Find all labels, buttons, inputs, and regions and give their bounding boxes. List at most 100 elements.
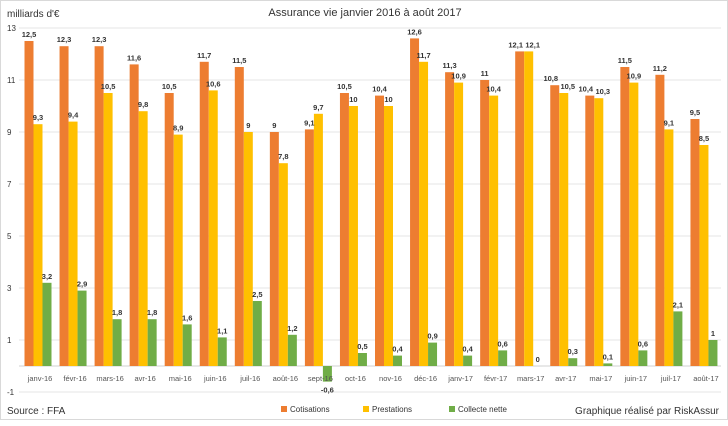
bar-cotisations (410, 38, 419, 366)
data-label: 0,6 (638, 339, 648, 348)
data-label: 8,9 (173, 124, 183, 133)
x-tick-label: sept-16 (308, 374, 333, 383)
x-tick-label: janv-17 (447, 374, 473, 383)
data-label: 9,5 (690, 108, 700, 117)
data-label: 9 (272, 121, 276, 130)
data-label: 7,8 (278, 152, 288, 161)
x-tick-label: juin-16 (203, 374, 227, 383)
x-tick-label: juil-17 (660, 374, 681, 383)
data-label: 0,4 (462, 345, 473, 354)
bar-collecte-nette (43, 283, 52, 366)
bar-prestations (559, 93, 568, 366)
data-label: 12,3 (92, 35, 107, 44)
bar-prestations (174, 135, 183, 366)
x-tick-label: juil-16 (239, 374, 260, 383)
bar-prestations (34, 124, 43, 366)
bar-prestations (349, 106, 358, 366)
legend-swatch (449, 406, 455, 412)
data-label: 12,1 (525, 40, 540, 49)
bar-collecte-nette (183, 324, 192, 366)
x-tick-label: mai-16 (169, 374, 192, 383)
bar-prestations (69, 122, 78, 366)
y-tick-label: 13 (7, 24, 16, 33)
bar-collecte-nette (568, 358, 577, 366)
data-label: 9,3 (33, 113, 43, 122)
bar-collecte-nette (358, 353, 367, 366)
bar-prestations (244, 132, 253, 366)
data-label: 10,9 (627, 72, 642, 81)
legend-entry: Collecte nette (458, 405, 507, 414)
data-label: 1,2 (287, 324, 297, 333)
data-label: 10,5 (337, 82, 352, 91)
bar-cotisations (585, 96, 594, 366)
data-label: 12,3 (57, 35, 72, 44)
bar-cotisations (340, 93, 349, 366)
data-label: 0,5 (357, 342, 367, 351)
bar-cotisations (270, 132, 279, 366)
x-tick-label: août-16 (273, 374, 298, 383)
data-label: 9,1 (664, 118, 674, 127)
data-label: 12,5 (22, 30, 37, 39)
data-label: 9,4 (68, 111, 79, 120)
bar-collecte-nette (638, 350, 647, 366)
bar-cotisations (200, 62, 209, 366)
bar-prestations (629, 83, 638, 366)
x-tick-label: mars-17 (517, 374, 545, 383)
bar-collecte-nette (603, 363, 612, 366)
data-label: 10,8 (543, 74, 558, 83)
data-label: 10,6 (206, 79, 221, 88)
bar-cotisations (235, 67, 244, 366)
data-label: 8,5 (699, 134, 709, 143)
bar-prestations (384, 106, 393, 366)
bar-prestations (489, 96, 498, 366)
data-label: 9 (246, 121, 250, 130)
data-label: 10,5 (162, 82, 177, 91)
y-tick-label: -1 (7, 388, 15, 397)
data-label: 10,5 (560, 82, 575, 91)
data-label: -0,6 (321, 386, 334, 395)
data-label: 0,4 (392, 345, 403, 354)
x-tick-label: nov-16 (379, 374, 402, 383)
data-label: 9,1 (304, 118, 314, 127)
y-tick-label: 3 (7, 284, 12, 293)
legend-entry: Prestations (372, 405, 412, 414)
bar-cotisations (620, 67, 629, 366)
x-tick-label: avr-17 (555, 374, 576, 383)
data-label: 3,2 (42, 272, 52, 281)
data-label: 0,1 (603, 352, 613, 361)
data-label: 0,3 (568, 347, 578, 356)
data-label: 10 (349, 95, 357, 104)
x-tick-label: déc-16 (414, 374, 437, 383)
data-label: 0,6 (497, 339, 507, 348)
bar-collecte-nette (218, 337, 227, 366)
bar-prestations (419, 62, 428, 366)
bar-prestations (524, 51, 533, 366)
x-tick-label: oct-16 (345, 374, 366, 383)
chart-title: Assurance vie janvier 2016 à août 2017 (268, 7, 461, 19)
bar-cotisations (480, 80, 489, 366)
x-tick-label: juin-17 (624, 374, 648, 383)
bar-prestations (699, 145, 708, 366)
data-label: 11,5 (618, 56, 632, 65)
bar-cotisations (165, 93, 174, 366)
data-label: 1,8 (147, 308, 157, 317)
data-label: 11,3 (443, 61, 457, 70)
data-label: 12,1 (508, 40, 523, 49)
data-label: 2,5 (252, 290, 262, 299)
x-tick-label: févr-16 (63, 374, 86, 383)
bar-collecte-nette (148, 319, 157, 366)
bar-cotisations (60, 46, 69, 366)
bar-collecte-nette (393, 356, 402, 366)
bar-collecte-nette (253, 301, 262, 366)
legend-entry: Cotisations (290, 405, 330, 414)
y-axis-label: milliards d'€ (7, 9, 60, 20)
x-tick-label: avr-16 (135, 374, 156, 383)
bar-collecte-nette (113, 319, 122, 366)
bar-prestations (594, 98, 603, 366)
bar-collecte-nette (498, 350, 507, 366)
bar-cotisations (130, 64, 139, 366)
y-tick-label: 1 (7, 336, 12, 345)
x-tick-label: août-17 (693, 374, 718, 383)
data-label: 10,5 (101, 82, 116, 91)
bar-cotisations (445, 72, 454, 366)
